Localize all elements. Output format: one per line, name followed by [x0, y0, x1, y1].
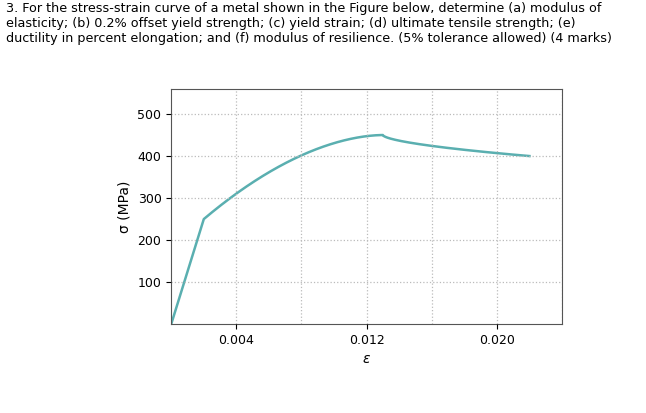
Y-axis label: σ (MPa): σ (MPa)	[118, 180, 132, 233]
Text: 3. For the stress-strain curve of a metal shown in the Figure below, determine (: 3. For the stress-strain curve of a meta…	[6, 2, 612, 45]
X-axis label: ε: ε	[363, 352, 370, 366]
